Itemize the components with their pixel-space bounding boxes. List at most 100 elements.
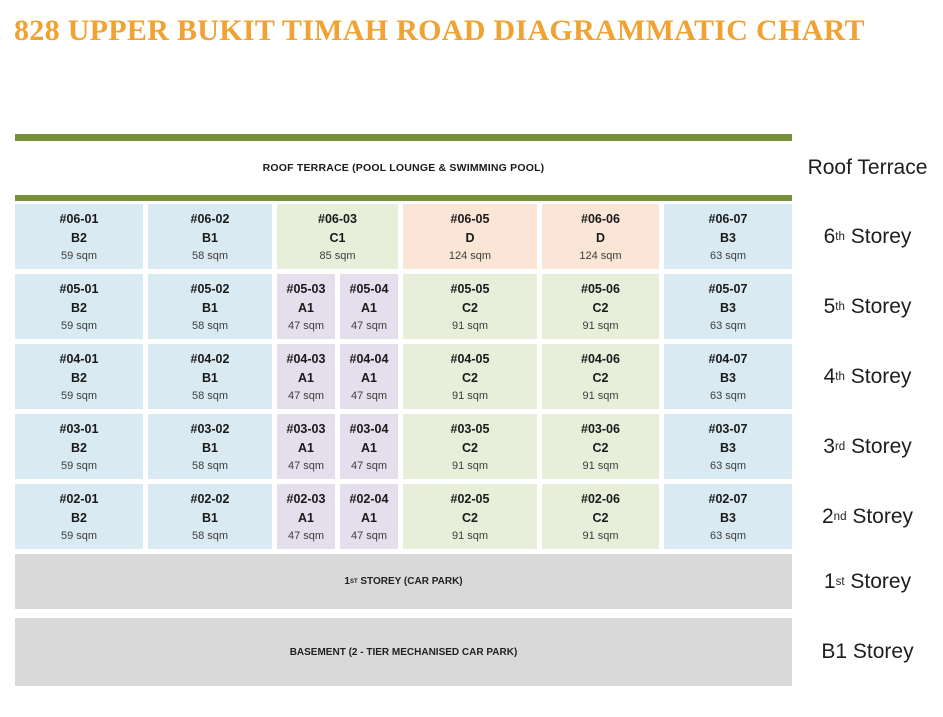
unit-type: A1 <box>361 511 377 525</box>
unit-cell: #05-06 C2 91 sqm <box>542 274 659 339</box>
storey-label-post: Storey <box>845 434 912 458</box>
unit-cell: #05-07 B3 63 sqm <box>664 274 792 339</box>
diagrammatic-chart: ROOF TERRACE (POOL LOUNGE & SWIMMING POO… <box>15 134 943 686</box>
unit-type: C2 <box>592 511 609 525</box>
unit-number: #03-02 <box>190 422 230 436</box>
unit-area: 91 sqm <box>451 530 489 542</box>
unit-area: 91 sqm <box>451 390 489 402</box>
first-storey-label-pre: 1 <box>823 569 836 593</box>
first-storey-label-post: Storey <box>844 569 912 593</box>
unit-type: A1 <box>361 441 377 455</box>
storey-rows: #06-01 B2 59 sqm #06-02 B1 58 sqm #06-03 C1 85 s… <box>15 204 943 549</box>
unit-cell: #05-05 C2 91 sqm <box>403 274 537 339</box>
unit-cell: #05-01 B2 59 sqm <box>15 274 143 339</box>
storey-row: #06-01 B2 59 sqm #06-02 B1 58 sqm #06-03 C1 85 s… <box>15 204 943 269</box>
first-storey-text: 1 ST STOREY (CAR PARK) <box>15 554 792 609</box>
unit-number: #02-06 <box>581 492 620 506</box>
unit-type: B3 <box>720 511 736 525</box>
basement-label-text: B1 Storey <box>821 640 914 663</box>
unit-cell: #02-06 C2 91 sqm <box>542 484 659 549</box>
unit-cell: #05-02 B1 58 sqm <box>148 274 272 339</box>
roof-top-divider-bar <box>15 134 792 141</box>
unit-cell: #04-07 B3 63 sqm <box>664 344 792 409</box>
storey-row: #03-01 B2 59 sqm #03-02 B1 58 sqm #03-03 A1 47 s… <box>15 414 943 479</box>
unit-type: C2 <box>592 371 609 385</box>
unit-type: B1 <box>202 511 218 525</box>
unit-number: #06-07 <box>708 212 748 226</box>
unit-cell: #02-01 B2 59 sqm <box>15 484 143 549</box>
unit-area: 63 sqm <box>709 530 747 542</box>
unit-number: #04-06 <box>581 352 620 366</box>
unit-cell: #04-03 A1 47 sqm <box>277 344 335 409</box>
storey-row: #02-01 B2 59 sqm #02-02 B1 58 sqm #02-03 A1 47 s… <box>15 484 943 549</box>
unit-area: 59 sqm <box>60 250 98 262</box>
unit-area: 124 sqm <box>579 250 622 262</box>
unit-type: C2 <box>462 511 478 525</box>
unit-number: #05-01 <box>59 282 99 296</box>
unit-cell: #06-07 B3 63 sqm <box>664 204 792 269</box>
storey-label-pre: 6 <box>823 224 836 248</box>
unit-number: #04-05 <box>450 352 490 366</box>
unit-number: #06-01 <box>59 212 99 226</box>
unit-cell: #05-04 A1 47 sqm <box>340 274 398 339</box>
roof-terrace-row: ROOF TERRACE (POOL LOUNGE & SWIMMING POO… <box>15 141 943 195</box>
unit-area: 91 sqm <box>582 320 619 332</box>
unit-number: #02-02 <box>190 492 230 506</box>
unit-area: 59 sqm <box>60 460 98 472</box>
unit-area: 58 sqm <box>191 390 229 402</box>
unit-cell: #03-04 A1 47 sqm <box>340 414 398 479</box>
unit-number: #03-01 <box>59 422 99 436</box>
unit-number: #06-03 <box>318 212 357 226</box>
storey-row: #05-01 B2 59 sqm #05-02 B1 58 sqm #05-03 A1 47 s… <box>15 274 943 339</box>
unit-cell: #04-06 C2 91 sqm <box>542 344 659 409</box>
storey-label-post: Storey <box>844 224 912 248</box>
storey-label-post: Storey <box>846 504 914 528</box>
basement-row: BASEMENT (2 - TIER MECHANISED CAR PARK) … <box>15 618 943 686</box>
unit-cell: #02-05 C2 91 sqm <box>403 484 537 549</box>
unit-number: #02-01 <box>59 492 99 506</box>
unit-number: #04-01 <box>59 352 99 366</box>
unit-cell: #03-06 C2 91 sqm <box>542 414 659 479</box>
unit-area: 63 sqm <box>709 390 747 402</box>
unit-number: #06-05 <box>450 212 490 226</box>
unit-area: 58 sqm <box>191 530 229 542</box>
unit-area: 47 sqm <box>287 320 325 332</box>
unit-type: C2 <box>592 301 609 315</box>
unit-type: B3 <box>720 441 736 455</box>
unit-type: B3 <box>720 301 736 315</box>
unit-type: A1 <box>298 371 314 385</box>
basement-text: BASEMENT (2 - TIER MECHANISED CAR PARK) <box>15 618 792 686</box>
unit-grid: #06-01 B2 59 sqm #06-02 B1 58 sqm #06-03 C1 85 s… <box>15 204 792 269</box>
unit-cell: #04-05 C2 91 sqm <box>403 344 537 409</box>
unit-number: #04-03 <box>286 352 326 366</box>
unit-area: 91 sqm <box>582 460 619 472</box>
unit-type: D <box>465 231 475 245</box>
unit-type: B1 <box>202 301 218 315</box>
unit-type: B3 <box>720 231 736 245</box>
unit-number: #05-02 <box>190 282 230 296</box>
unit-area: 124 sqm <box>448 250 492 262</box>
unit-type: D <box>595 231 606 245</box>
unit-area: 63 sqm <box>709 320 747 332</box>
unit-cell: #06-05 D 124 sqm <box>403 204 537 269</box>
unit-area: 91 sqm <box>451 320 489 332</box>
unit-type: A1 <box>298 511 314 525</box>
unit-area: 58 sqm <box>191 320 229 332</box>
unit-area: 47 sqm <box>287 390 325 402</box>
storey-label-pre: 5 <box>823 294 836 318</box>
first-storey-text-pre: 1 <box>344 576 350 587</box>
unit-grid: #04-01 B2 59 sqm #04-02 B1 58 sqm #04-03 A1 47 s… <box>15 344 792 409</box>
unit-cell: #04-02 B1 58 sqm <box>148 344 272 409</box>
unit-type: B3 <box>720 371 736 385</box>
unit-number: #06-06 <box>581 212 620 226</box>
unit-cell: #02-03 A1 47 sqm <box>277 484 335 549</box>
unit-area: 63 sqm <box>709 250 747 262</box>
roof-terrace-label-text: Roof Terrace <box>807 156 928 179</box>
unit-number: #03-06 <box>581 422 620 436</box>
unit-cell: #04-01 B2 59 sqm <box>15 344 143 409</box>
unit-area: 91 sqm <box>582 390 619 402</box>
